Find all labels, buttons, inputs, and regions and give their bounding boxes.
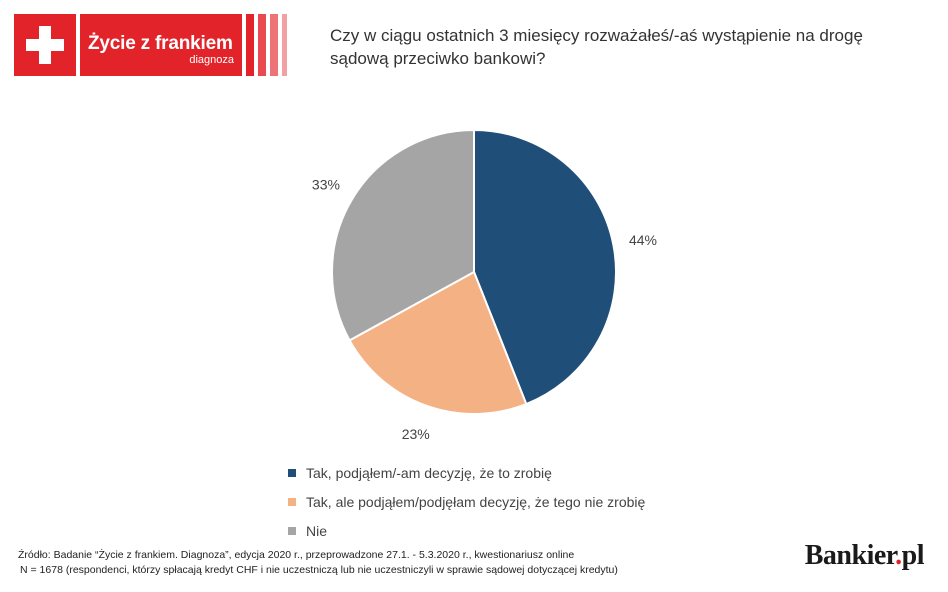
legend-label: Nie bbox=[306, 522, 328, 539]
swiss-cross-icon bbox=[14, 14, 76, 76]
legend: Tak, podjąłem/-am decyzję, że to zrobię T… bbox=[288, 458, 645, 545]
legend-label: Tak, ale podjąłem/podjęłam decyzję, że t… bbox=[306, 493, 646, 510]
brand-dot: . bbox=[895, 540, 902, 571]
chart-question: Czy w ciągu ostatnich 3 miesięcy rozważa… bbox=[330, 26, 863, 68]
logo-text-box: Życie z frankiem diagnoza bbox=[80, 14, 242, 76]
source-line-2: N = 1678 (respondenci, którzy spłacają k… bbox=[20, 564, 618, 576]
legend-item: Nie bbox=[288, 516, 645, 545]
legend-swatch bbox=[288, 497, 296, 506]
logo-stripe bbox=[246, 14, 254, 76]
logo-subtitle: diagnoza bbox=[189, 54, 234, 66]
brand-suffix: pl bbox=[901, 540, 925, 571]
logo-stripe bbox=[258, 14, 266, 76]
pie-slice bbox=[473, 128, 617, 406]
slice-value-label: 33% bbox=[312, 176, 340, 192]
logo-stripe bbox=[270, 14, 278, 76]
legend-swatch bbox=[288, 526, 296, 535]
legend-swatch bbox=[288, 468, 296, 477]
logo-stripe bbox=[282, 14, 287, 76]
legend-item: Tak, podjąłem/-am decyzję, że to zrobię bbox=[288, 458, 645, 487]
brand-name: Bankier bbox=[804, 540, 896, 571]
logo: Życie z frankiem diagnoza bbox=[14, 14, 287, 76]
source-line-1: Źródło: Badanie “Życie z frankiem. Diagn… bbox=[18, 549, 575, 561]
source-note: Źródło: Badanie “Życie z frankiem. Diagn… bbox=[18, 548, 618, 578]
bankier-logo: Bankier.pl bbox=[804, 540, 925, 572]
slice-value-label: 44% bbox=[629, 232, 657, 248]
legend-label: Tak, podjąłem/-am decyzję, że to zrobię bbox=[306, 464, 552, 481]
logo-title: Życie z frankiem bbox=[88, 33, 233, 54]
pie-slice bbox=[331, 128, 475, 342]
pie-slice bbox=[348, 270, 528, 415]
slice-value-label: 23% bbox=[402, 426, 430, 442]
legend-item: Tak, ale podjąłem/podjęłam decyzję, że t… bbox=[288, 487, 645, 516]
